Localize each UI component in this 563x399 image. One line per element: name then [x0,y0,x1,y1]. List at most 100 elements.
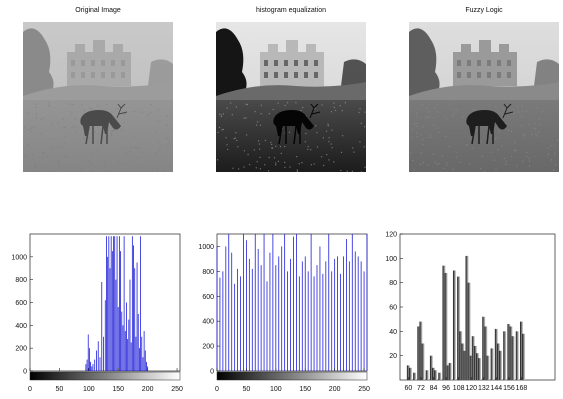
bar [494,328,498,380]
bar [452,270,456,380]
histeq-image [216,22,366,172]
deer [80,103,128,145]
bar [446,365,450,380]
bar [463,350,467,380]
y-tick-label: 400 [15,323,27,330]
bar [509,326,513,380]
bar [471,336,475,380]
tree-left [216,28,247,98]
x-tick-label: 60 [404,385,412,392]
image-title-fuzzy: Fuzzy Logic [465,7,503,14]
histogram-equalized: 0 200 400 600 800 1000 0 50 100 150 200 250 [198,233,370,393]
y-tick-label: 200 [15,346,27,353]
y-tick-label: 800 [202,269,214,276]
y-tick-label: 800 [15,277,27,284]
hill [216,82,366,104]
x-tick-label: 150 [299,386,311,393]
y-tick-label: 80 [389,280,397,287]
bar [478,358,482,380]
y-tick-label: 400 [202,319,214,326]
x-tick-label: 200 [142,386,154,393]
bar [417,326,421,380]
house [260,40,324,86]
bar [434,370,438,380]
bar [408,367,412,380]
y-tick-label: 0 [23,369,27,376]
bar [522,333,526,380]
image-panel-fuzzy: Fuzzy Logic [406,0,562,180]
x-tick-label: 100 [83,386,95,393]
bar [467,282,471,380]
x-tick-label: 84 [430,385,438,392]
bar [469,355,473,380]
hill [409,82,559,104]
bar [421,343,425,380]
bar [442,265,446,380]
y-tick-label: 600 [202,294,214,301]
y-tick-label: 20 [389,353,397,360]
x-tick-label: 0 [215,386,219,393]
bar [511,336,515,380]
y-tick-label: 1000 [198,244,214,251]
bar [476,353,479,380]
y-tick-label: 1000 [11,254,27,261]
hill [23,82,173,104]
x-tick-label: 108 [453,385,465,392]
colorbar [29,371,181,381]
y-tick-label: 40 [389,329,397,336]
y-tick-label: 120 [385,232,397,239]
colorbar [216,371,368,381]
fuzzy-image [409,22,559,172]
bar [503,331,507,380]
x-tick-label: 120 [465,385,477,392]
bar [444,272,448,380]
deer [466,103,514,145]
bar [406,365,410,380]
x-tick-label: 72 [417,385,425,392]
x-tick-label: 144 [491,385,503,392]
y-tick-label: 0 [210,369,214,376]
image-panel-original: Original Image [20,0,176,180]
tree-left [23,28,54,98]
bar [482,316,486,380]
bar [515,331,519,380]
x-tick-label: 250 [358,386,370,393]
x-tick-label: 150 [112,386,124,393]
bar [473,345,477,380]
bar [457,276,461,380]
house [453,40,517,86]
bar [499,350,503,380]
bar [519,321,523,380]
bar [425,370,429,380]
x-tick-label: 168 [516,385,528,392]
plot-frame [216,233,368,372]
x-tick-label: 96 [442,385,450,392]
x-tick-label: 0 [28,386,32,393]
bar [459,331,463,380]
bar [429,355,433,380]
x-tick-label: 100 [270,386,282,393]
image-title-original: Original Image [75,7,121,14]
x-tick-label: 50 [56,386,64,393]
y-tick-label: 600 [15,300,27,307]
x-tick-label: 200 [329,386,341,393]
bar [465,255,469,380]
x-tick-label: 132 [478,385,490,392]
y-tick-label: 100 [385,256,397,263]
bar [438,372,442,380]
y-tick-label: 200 [202,344,214,351]
bar [507,324,511,380]
image-title-histeq: histogram equalization [255,7,327,14]
original-image [23,22,173,172]
x-tick-label: 250 [171,386,183,393]
bar [496,343,500,380]
bar [461,343,465,380]
bar [419,321,423,380]
image-panel-histeq: histogram equalization [213,0,369,180]
deer [273,103,321,145]
x-tick-label: 156 [503,385,515,392]
bar [490,348,494,380]
tree-left [409,28,440,98]
house [67,40,131,86]
